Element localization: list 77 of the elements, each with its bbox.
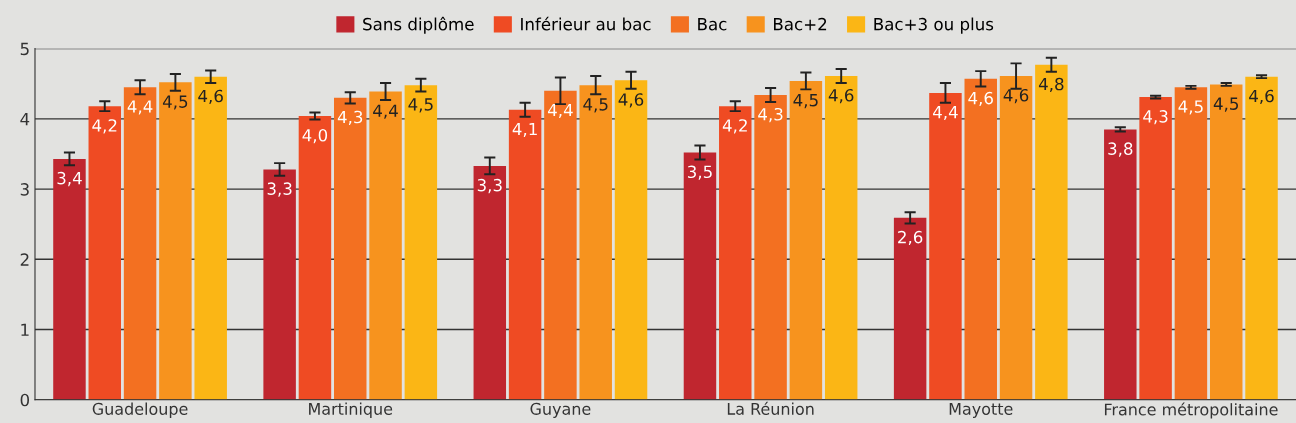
- y-tick-label: 1: [21, 323, 29, 336]
- bar: [194, 76, 227, 400]
- bar: [929, 92, 962, 400]
- data-label: 4,4: [373, 104, 398, 119]
- bar: [544, 90, 577, 400]
- x-tick-label: Martinique: [309, 402, 393, 418]
- data-label: 4,6: [968, 91, 993, 107]
- legend-label: Inférieur au bac: [521, 16, 651, 31]
- y-tick-label: 3: [20, 183, 29, 196]
- x-tick-label: Mayotte: [949, 403, 1013, 418]
- data-label: 4,0: [302, 128, 328, 144]
- bar: [683, 152, 717, 400]
- bar: [1035, 64, 1068, 400]
- data-label: 4,3: [337, 110, 363, 126]
- bar: [789, 80, 823, 400]
- data-label: 4,4: [933, 106, 958, 121]
- bar: [298, 116, 332, 400]
- data-label: 4,6: [198, 89, 223, 104]
- data-label: 3,3: [477, 178, 502, 194]
- data-label: 4,8: [1038, 77, 1064, 93]
- data-label: 3,3: [267, 182, 292, 197]
- data-label: 4,4: [547, 103, 573, 119]
- data-label: 4,3: [1143, 110, 1168, 125]
- data-label: 4,3: [758, 107, 783, 123]
- bar: [579, 85, 612, 400]
- bar: [508, 109, 542, 400]
- bar: [964, 78, 997, 400]
- bar: [334, 97, 367, 400]
- bar: [754, 94, 787, 400]
- bar: [1104, 129, 1137, 400]
- bar: [159, 82, 192, 400]
- y-tick-label: 0: [20, 393, 30, 407]
- legend-label: Bac: [698, 18, 727, 31]
- data-label: 3,4: [57, 171, 82, 187]
- bar: [1209, 84, 1243, 400]
- data-label: 4,1: [512, 122, 537, 137]
- data-label: 3,8: [1108, 142, 1133, 157]
- legend-label: Bac+3 ou plus: [874, 17, 994, 34]
- data-label: 4,2: [722, 119, 747, 134]
- legend-label: Sans diplôme: [363, 16, 474, 34]
- bar: [88, 106, 122, 400]
- data-label: 4,2: [92, 119, 117, 134]
- bar: [123, 87, 157, 400]
- x-tick-label: Guyane: [530, 402, 591, 418]
- y-tick-label: 5: [20, 42, 29, 56]
- legend-label: Bac+2: [774, 17, 827, 31]
- data-label: 4,5: [1213, 97, 1239, 112]
- y-tick-label: 4: [20, 113, 30, 126]
- data-label: 4,5: [1178, 100, 1203, 115]
- x-tick-label: Guadeloupe: [92, 402, 188, 418]
- bar: [614, 80, 648, 400]
- data-label: 4,6: [1249, 89, 1274, 104]
- bar: [893, 217, 927, 400]
- bar: [1245, 76, 1278, 400]
- bar: [473, 165, 507, 400]
- bar: [999, 76, 1033, 400]
- data-label: 4,6: [828, 88, 854, 104]
- x-tick-label: La Réunion: [727, 401, 814, 415]
- data-label: 4,5: [583, 98, 608, 113]
- y-tick-label: 2: [20, 253, 29, 266]
- x-tick-label: France métropolitaine: [1104, 402, 1278, 419]
- data-label: 4,5: [793, 94, 818, 109]
- bar: [719, 106, 752, 400]
- data-label: 4,6: [618, 93, 644, 108]
- bar: [53, 158, 86, 400]
- data-label: 3,5: [687, 165, 712, 180]
- bar: [369, 91, 402, 400]
- bar: [824, 76, 858, 400]
- data-label: 4,4: [127, 100, 153, 115]
- data-label: 4,5: [408, 98, 433, 113]
- data-label: 2,6: [898, 230, 923, 246]
- bar: [404, 85, 438, 400]
- bar: [1139, 97, 1172, 400]
- data-label: 4,6: [1003, 88, 1029, 104]
- bar: [263, 169, 296, 400]
- data-label: 4,5: [162, 95, 188, 110]
- bar: [1174, 87, 1208, 400]
